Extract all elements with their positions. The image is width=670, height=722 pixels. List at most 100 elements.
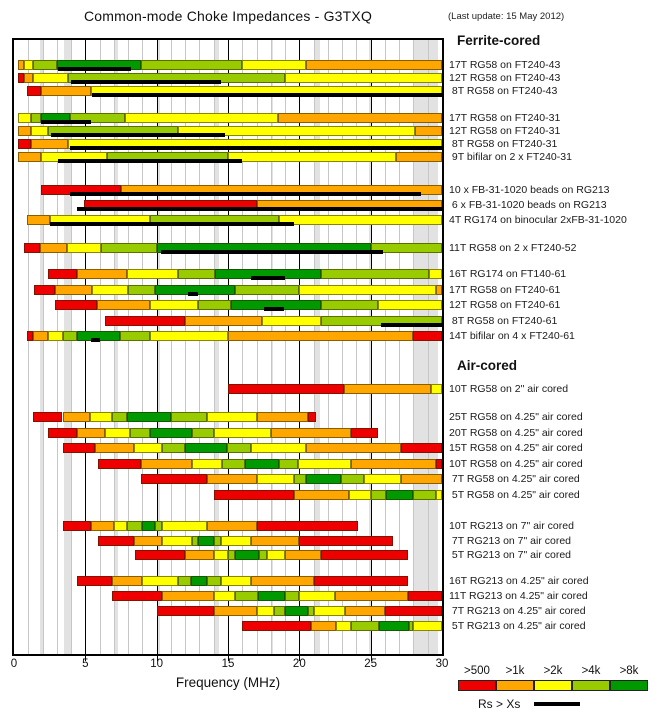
x-tick-mark [299, 655, 301, 661]
impedance-segment [256, 412, 308, 422]
impedance-segment [185, 550, 214, 560]
impedance-segment [89, 412, 113, 422]
impedance-segment [299, 284, 437, 295]
impedance-segment [133, 535, 163, 546]
impedance-segment [250, 576, 314, 586]
minor-gridline [313, 40, 315, 654]
impedance-segment [62, 443, 96, 453]
x-tick-label: 0 [10, 658, 18, 670]
impedance-segment [285, 606, 308, 616]
impedance-segment [235, 550, 260, 560]
row-label: 11T RG213 on 4.25" air cored [449, 590, 588, 602]
impedance-segment [31, 126, 49, 136]
major-gridline [156, 40, 158, 654]
impedance-segment [228, 331, 414, 341]
impedance-segment [133, 443, 163, 453]
section-header: Ferrite-cored [457, 33, 541, 48]
impedance-segment [262, 315, 321, 326]
row-label: 14T bifilar on 4 x FT240-61 [449, 330, 575, 342]
impedance-segment [162, 535, 193, 546]
impedance-segment [206, 474, 257, 484]
ham-band-shading [213, 40, 219, 654]
impedance-segment [436, 458, 442, 469]
impedance-segment [285, 591, 300, 601]
impedance-segment [256, 474, 294, 484]
ham-band-shading [369, 40, 371, 654]
impedance-segment [48, 331, 63, 341]
impedance-segment [206, 576, 221, 586]
impedance-segment [242, 60, 307, 70]
impedance-bar [14, 269, 442, 279]
impedance-segment [76, 576, 113, 586]
row-label: 12T RG58 on FT240-61 [449, 299, 561, 311]
impedance-segment [162, 591, 214, 601]
impedance-segment [384, 606, 442, 616]
impedance-segment [185, 443, 227, 453]
legend-item: >500 [457, 665, 496, 691]
impedance-segment [257, 591, 286, 601]
major-gridline [85, 40, 87, 654]
rs-gt-xs-line [69, 146, 442, 150]
impedance-segment [377, 300, 442, 310]
row-label: 5T RG213 on 4.25" air cored [449, 620, 586, 632]
chart-title: Common-mode Choke Impedances - G3TXQ [83, 8, 373, 24]
rs-gt-xs-line [263, 307, 284, 311]
legend-label: >500 [464, 665, 490, 677]
minor-gridline [128, 40, 130, 654]
impedance-segment [256, 606, 274, 616]
impedance-bar [14, 443, 442, 453]
legend-color-swatch [495, 680, 534, 691]
impedance-segment [279, 215, 442, 225]
impedance-segment [62, 331, 77, 341]
impedance-segment [256, 521, 358, 531]
rsxs-legend: Rs > Xs [478, 697, 581, 711]
impedance-segment [396, 152, 442, 162]
row-label: 7T RG58 on 4.25" air cored [449, 473, 580, 485]
impedance-segment [192, 458, 223, 469]
minor-gridline [213, 40, 215, 654]
minor-gridline [99, 40, 101, 654]
impedance-segment [162, 443, 186, 453]
impedance-bar [14, 331, 442, 341]
impedance-segment [343, 384, 431, 394]
impedance-segment [156, 606, 214, 616]
impedance-segment [349, 489, 371, 500]
impedance-segment [430, 384, 442, 394]
ham-band-shading [158, 40, 160, 654]
impedance-segment [266, 550, 286, 560]
impedance-legend: >500 >1k >2k >4k >8k [457, 665, 648, 691]
impedance-segment [370, 243, 442, 253]
impedance-segment [228, 384, 344, 394]
impedance-bar [14, 576, 442, 586]
impedance-segment [112, 412, 127, 422]
impedance-segment [18, 113, 32, 123]
legend-item: >4k [571, 665, 610, 691]
impedance-segment [18, 139, 32, 149]
ham-band-shading [113, 40, 119, 654]
x-tick-label: 30 [435, 658, 449, 670]
impedance-bar [14, 550, 442, 560]
rs-gt-xs-line [250, 276, 286, 280]
impedance-segment [48, 269, 77, 279]
impedance-segment [62, 521, 92, 531]
row-label: 15T RG58 on 4.25" air cored [449, 442, 583, 454]
impedance-segment [76, 427, 106, 438]
impedance-segment [213, 427, 271, 438]
impedance-segment [178, 269, 216, 279]
impedance-segment [126, 521, 143, 531]
impedance-segment [41, 86, 92, 96]
impedance-segment [429, 269, 442, 279]
impedance-segment [140, 458, 193, 469]
legend-label: >4k [581, 665, 601, 677]
impedance-segment [185, 315, 263, 326]
impedance-segment [310, 621, 337, 631]
impedance-segment [344, 606, 385, 616]
impedance-segment [293, 489, 350, 500]
legend-color-swatch [609, 680, 648, 691]
impedance-segment [32, 60, 57, 70]
impedance-segment [26, 331, 33, 341]
row-label: 4T RG174 on binocular 2xFB-31-1020 [449, 214, 627, 226]
minor-gridline [342, 40, 344, 654]
impedance-segment [297, 458, 351, 469]
legend-item: >8k [609, 665, 648, 691]
